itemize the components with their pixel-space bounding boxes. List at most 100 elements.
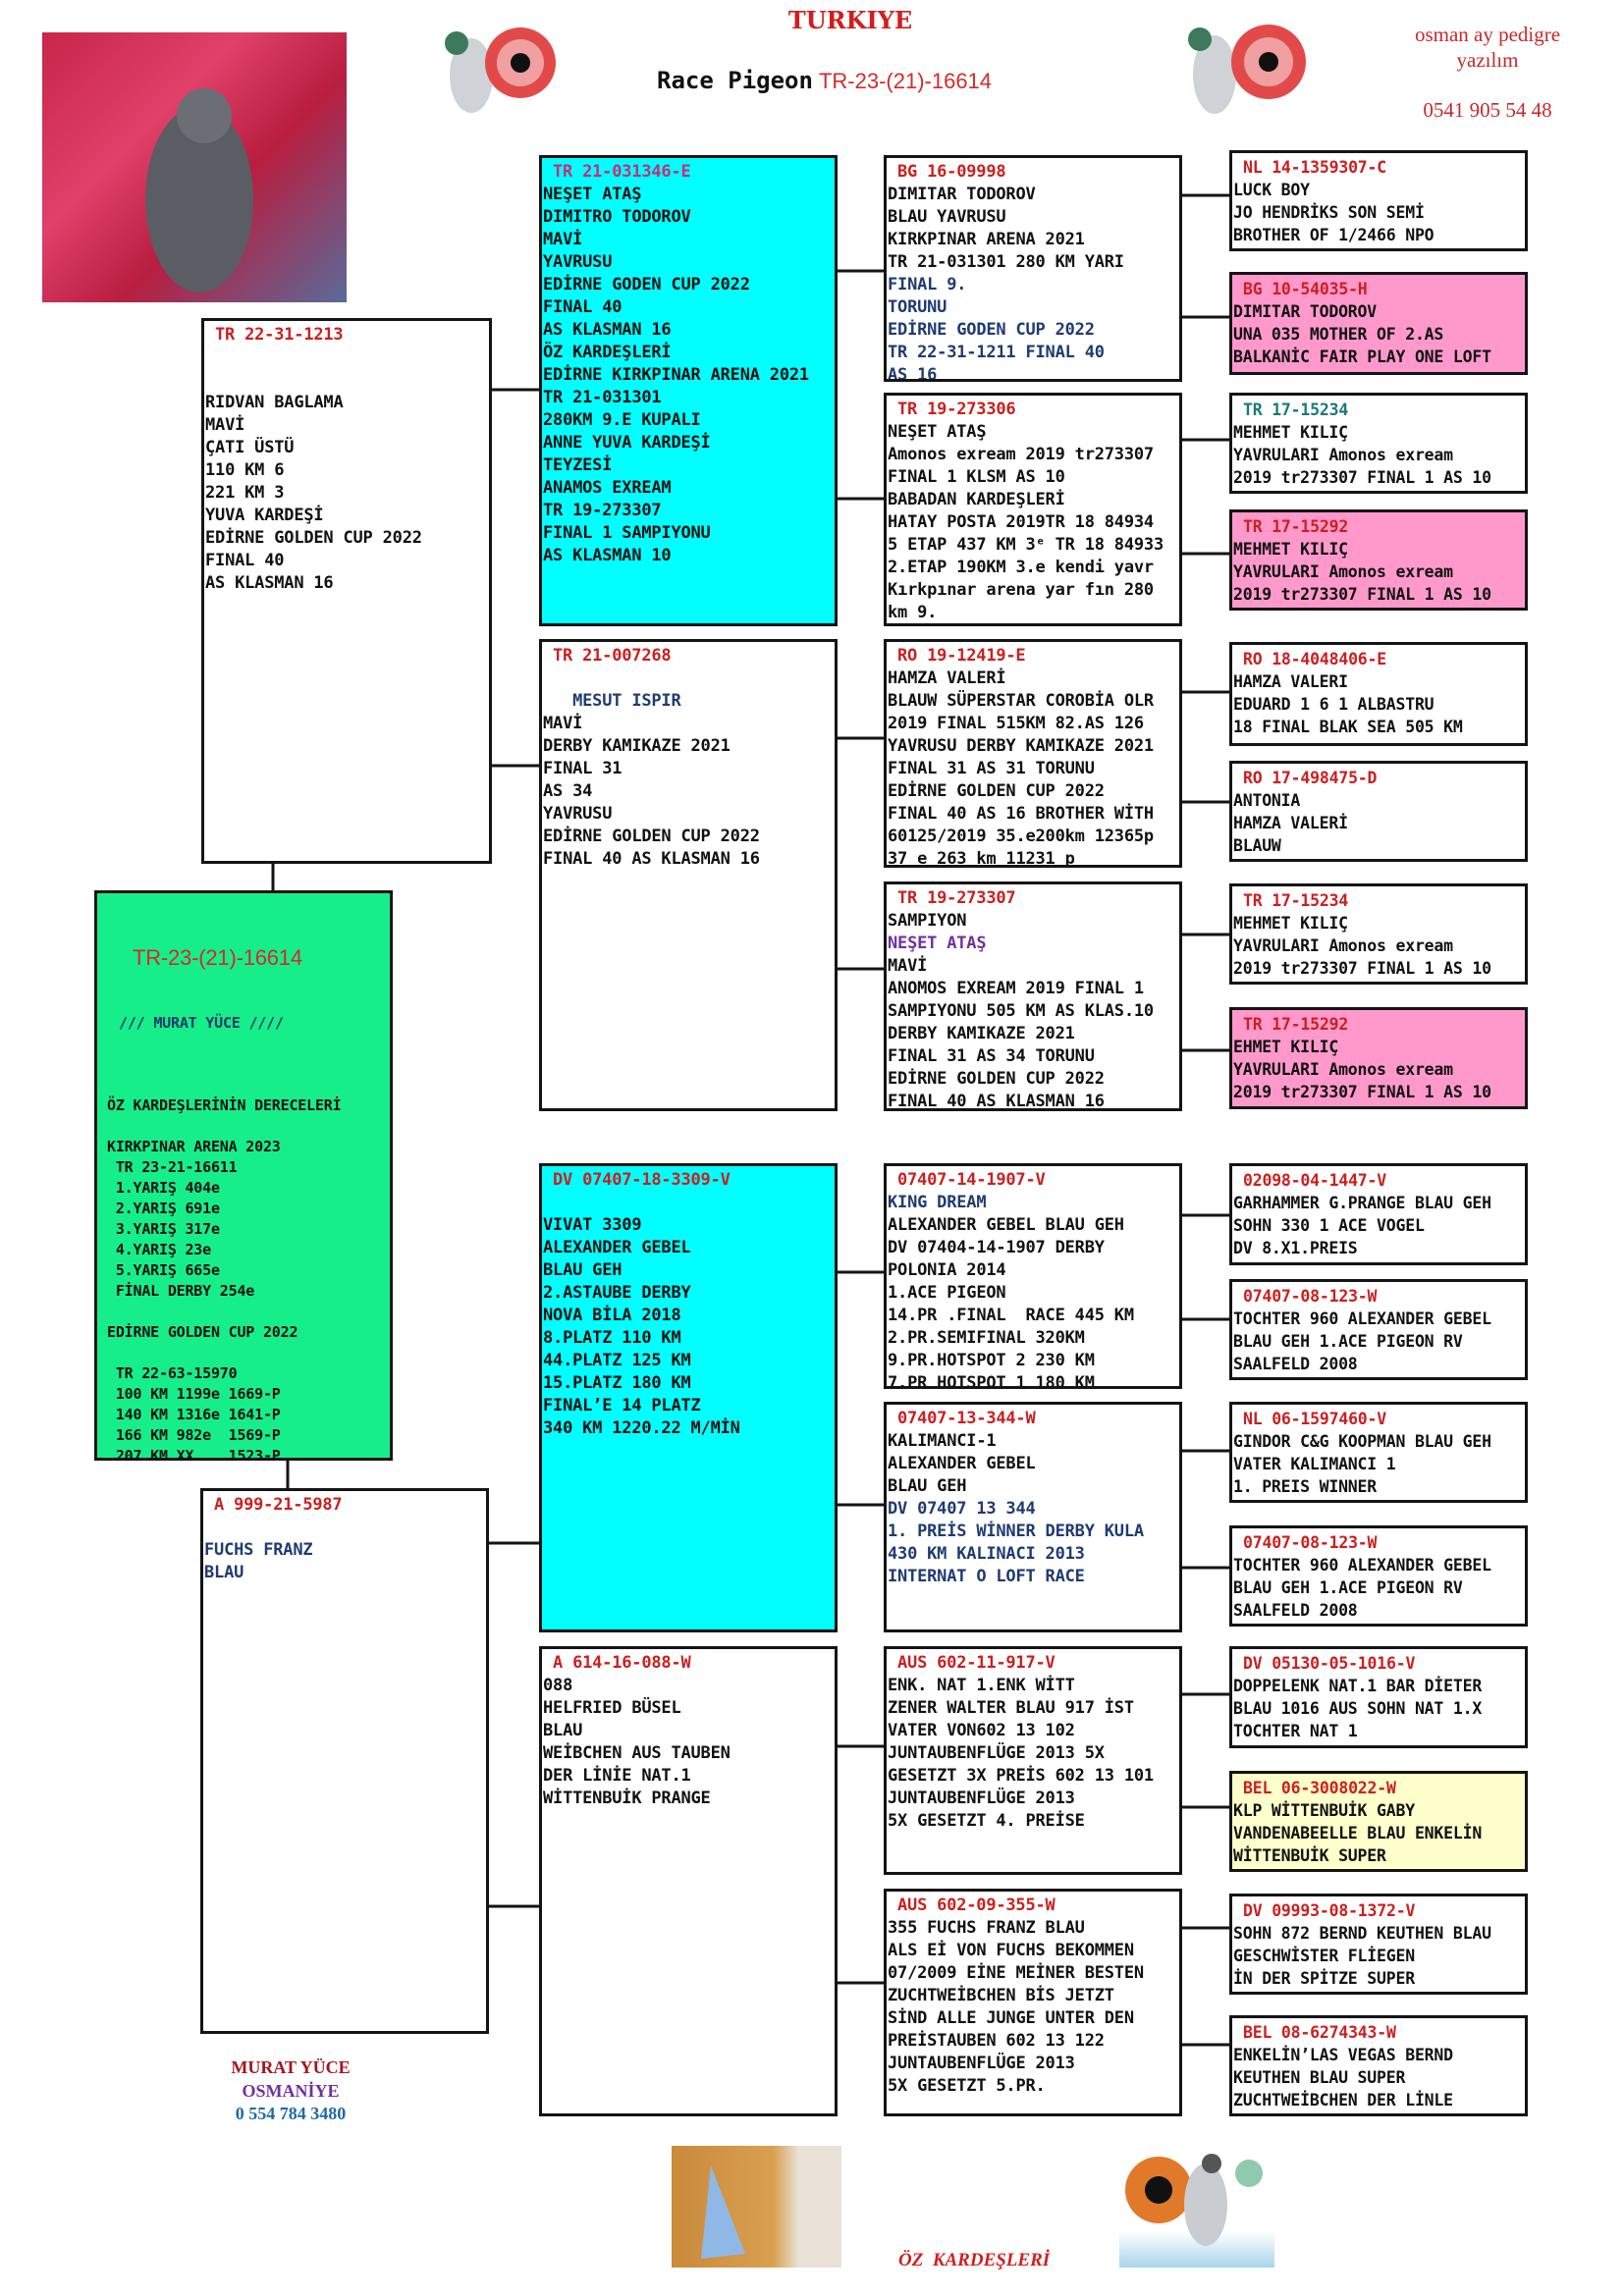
pedigree-line: SİND ALLE JUNGE UNTER DEN: [888, 2008, 1134, 2028]
pedigree-line: DER LİNİE NAT.1: [543, 1766, 691, 1786]
pedigree-line: 5X GESETZT 5.PR.: [888, 2076, 1046, 2096]
subject-result-line: [107, 1302, 390, 1322]
ancestor-box: TR 17-15292 MEHMET KILIÇ YAVRULARI Amonos …: [1229, 509, 1528, 611]
pedigree-line: AS 16: [888, 365, 938, 382]
pedigree-line: GESETZT 3X PREİS 602 13 101: [888, 1766, 1154, 1786]
pedigree-line: RIDVAN BAGLAMA: [205, 393, 344, 412]
pedigree-line: FINAL 31 AS 31 TORUNU: [888, 759, 1095, 778]
pedigree-line: YUVA KARDEŞİ: [205, 506, 324, 525]
pedigree-line: DIMITAR TODOROV: [1233, 302, 1378, 321]
pedigree-line: NEŞET ATAŞ: [888, 422, 987, 442]
ring-number: 02098-04-1447-V: [1243, 1171, 1387, 1190]
pedigree-line: 1.ACE PIGEON: [888, 1283, 1006, 1303]
breeder-city: OSMANİYE: [242, 2081, 340, 2101]
ring-number: TR 17-15234: [1243, 400, 1349, 419]
pedigree-line: HAMZA VALERİ: [1233, 814, 1348, 832]
pedigree-line: JUNTAUBENFLÜGE 2013 5X: [888, 1743, 1105, 1763]
pedigree-line: YAVRUSU DERBY KAMIKAZE 2021: [888, 736, 1154, 756]
pedigree-line: ANAMOS EXREAM: [543, 478, 672, 498]
pedigree-line: HATAY POSTA 2019TR 18 84934: [888, 512, 1154, 532]
pedigree-line: [205, 369, 489, 392]
ring-number: A 614-16-088-W: [553, 1653, 691, 1673]
sire-box: TR 22-31-1213 RIDVAN BAGLAMA MAVİ ÇATI ÜSTÜ…: [201, 318, 492, 864]
ring-number: AUS 602-11-917-V: [897, 1653, 1056, 1673]
grandparent-box: TR 21-007268 MESUT ISPIR MAVİ DERBY KAMIKA…: [539, 639, 838, 1111]
pedigree-line: NOVA BİLA 2018: [543, 1306, 681, 1325]
breeder-name: MURAT YÜCE: [231, 2057, 351, 2077]
pedigree-line: MESUT ISPIR: [543, 691, 681, 711]
pedigree-line: EDİRNE GOLDEN CUP 2022: [543, 827, 760, 846]
pedigree-line: DIMITRO TODOROV: [543, 207, 691, 227]
ring-number: 07407-13-344-W: [897, 1409, 1036, 1428]
pedigree-line: KALIMANCI-1: [888, 1431, 997, 1451]
pedigree-line: MAVİ: [888, 956, 928, 976]
pedigree-line: TR 22-31-1211 FINAL 40: [888, 343, 1105, 362]
ancestor-box: NL 06-1597460-V GINDOR C&G KOOPMAN BLAU G…: [1229, 1402, 1528, 1503]
pedigree-line: DV 8.X1.PREIS: [1233, 1239, 1358, 1257]
pedigree-line: 2.ASTAUBE DERBY: [543, 1283, 691, 1303]
ring-number: TR 19-273306: [897, 400, 1016, 419]
pedigree-line: YAVRULARI Amonos exream: [1233, 936, 1453, 955]
pedigree-line: ZENER WALTER BLAU 917 İST: [888, 1698, 1134, 1718]
pedigree-line: MEHMET KILIÇ: [1233, 423, 1348, 442]
pedigree-line: 2019 tr273307 FINAL 1 AS 10: [1233, 959, 1491, 978]
pedigree-line: EDİRNE KIRKPINAR ARENA 2021: [543, 365, 809, 385]
subject-result-line: [107, 1116, 390, 1137]
subject-result-line: 2.YARIŞ 691e: [107, 1200, 220, 1217]
pedigree-line: 44.PLATZ 125 KM: [543, 1351, 691, 1370]
pedigree-line: FINAL 9.: [888, 275, 967, 294]
ring-number: BG 16-09998: [897, 162, 1006, 182]
pedigree-line: [543, 1192, 835, 1214]
pedigree-line: KLP WİTTENBUİK GABY: [1233, 1801, 1415, 1820]
pedigree-line: TR 19-273307: [543, 501, 662, 520]
pedigree-line: NEŞET ATAŞ: [888, 934, 987, 953]
pedigree-line: 088: [543, 1676, 573, 1695]
country-title: TURKIYE: [787, 6, 913, 34]
ring-number: AUS 602-09-355-W: [897, 1896, 1056, 1915]
great-grandparent-box: AUS 602-11-917-V ENK. NAT 1.ENK WİTT ZENER…: [884, 1646, 1182, 1875]
ring-number: BG 10-54035-H: [1243, 280, 1368, 298]
pedigree-line: EDİRNE GOLDEN CUP 2022: [205, 528, 422, 548]
pedigree-line: FINAL 40 AS 16 BROTHER WİTH: [888, 804, 1154, 824]
pedigree-line: BLAU GEH: [888, 1476, 967, 1496]
ancestor-box: DV 09993-08-1372-V SOHN 872 BERND KEUTHEN…: [1229, 1894, 1528, 1995]
pedigree-line: FUCHS FRANZ: [204, 1540, 313, 1560]
software-name-2: yazılım: [1456, 48, 1519, 72]
pedigree-line: EDİRNE GODEN CUP 2022: [543, 275, 750, 294]
pedigree-line: ALEXANDER GEBEL: [543, 1238, 691, 1257]
ancestor-box: TR 17-15234 MEHMET KILIÇ YAVRULARI Amonos …: [1229, 393, 1528, 494]
subject-result-line: 207 KM XX 1523-P: [107, 1447, 281, 1461]
pedigree-line: 430 KM KALINACI 2013: [888, 1544, 1085, 1564]
subject-result-line: 100 KM 1199e 1669-P: [107, 1385, 281, 1403]
pedigree-line: YAVRULARI Amonos exream: [1233, 562, 1453, 581]
software-credit: osman ay pedigre yazılım: [1394, 22, 1581, 73]
pedigree-line: WEİBCHEN AUS TAUBEN: [543, 1743, 731, 1763]
pedigree-line: 5X GESETZT 4. PREİSE: [888, 1811, 1085, 1831]
pedigree-line: TORUNU: [888, 297, 947, 317]
pedigree-line: SOHN 330 1 ACE VOGEL: [1233, 1216, 1425, 1235]
pedigree-line: [204, 1517, 486, 1539]
pedigree-line: [543, 667, 835, 690]
subject-result-line: [107, 1343, 390, 1363]
pedigree-line: BLAUW SÜPERSTAR COROBİA OLR: [888, 691, 1154, 711]
pedigree-line: GARHAMMER G.PRANGE BLAU GEH: [1233, 1194, 1491, 1212]
pedigree-line: 1. PREİS WİNNER DERBY KULA: [888, 1522, 1144, 1541]
pedigree-line: DV 07407 13 344: [888, 1499, 1036, 1519]
ring-number: 07407-08-123-W: [1243, 1533, 1378, 1552]
subject-result-line: KIRKPINAR ARENA 2023: [107, 1138, 281, 1155]
subject-pigeon-box: TR-23-(21)-16614 /// MURAT YÜCE //// ÖZ …: [94, 890, 393, 1461]
pedigree-line: FINAL 40: [205, 551, 285, 570]
pedigree-line: km 9.: [888, 603, 938, 622]
pedigree-line: WİTTENBUİK SUPER: [1233, 1846, 1386, 1865]
pedigree-line: DIMITAR TODOROV: [888, 185, 1036, 204]
pedigree-line: TR 21-031301: [543, 388, 662, 407]
pedigree-line: FINAL 40 AS KLASMAN 16: [543, 849, 760, 869]
pedigree-line: 2019 tr273307 FINAL 1 AS 10: [1233, 585, 1491, 604]
pedigree-line: SAALFELD 2008: [1233, 1601, 1358, 1620]
pedigree-line: EDİRNE GODEN CUP 2022: [888, 320, 1095, 340]
pedigree-line: INTERNAT O LOFT RACE: [888, 1567, 1085, 1586]
pedigree-line: ENK. NAT 1.ENK WİTT: [888, 1676, 1075, 1695]
pedigree-line: ÖZ KARDEŞLERİ: [543, 343, 672, 362]
ancestor-box: NL 14-1359307-C LUCK BOY JO HENDRİKS SON S…: [1229, 150, 1528, 251]
pigeon-eye-logo-right: [1170, 18, 1333, 121]
